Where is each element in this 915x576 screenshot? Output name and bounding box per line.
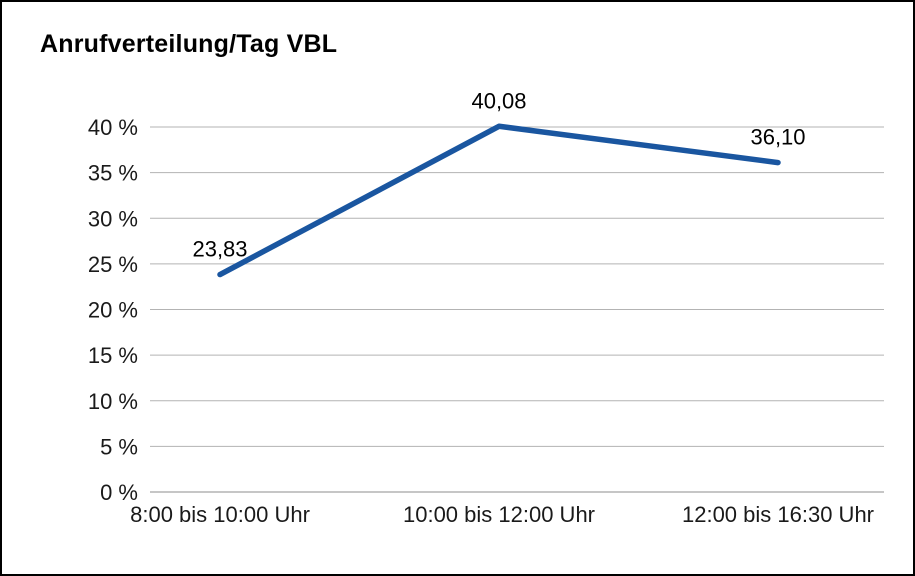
y-tick-label: 15 % [88, 343, 138, 368]
y-tick-label: 40 % [88, 115, 138, 140]
x-tick-label: 12:00 bis 16:30 Uhr [682, 502, 874, 527]
x-tick-label: 10:00 bis 12:00 Uhr [403, 502, 595, 527]
y-tick-label: 5 % [100, 434, 138, 459]
y-tick-label: 20 % [88, 298, 138, 323]
data-label: 40,08 [471, 88, 526, 113]
x-tick-label: 8:00 bis 10:00 Uhr [130, 502, 310, 527]
y-tick-label: 0 % [100, 480, 138, 505]
chart-title: Anrufverteilung/Tag VBL [40, 30, 338, 58]
y-tick-label: 25 % [88, 252, 138, 277]
y-tick-label: 35 % [88, 161, 138, 186]
y-tick-label: 10 % [88, 389, 138, 414]
data-label: 23,83 [192, 237, 247, 262]
data-series-line [217, 123, 781, 278]
y-tick-label: 30 % [88, 206, 138, 231]
data-label: 36,10 [750, 125, 805, 150]
